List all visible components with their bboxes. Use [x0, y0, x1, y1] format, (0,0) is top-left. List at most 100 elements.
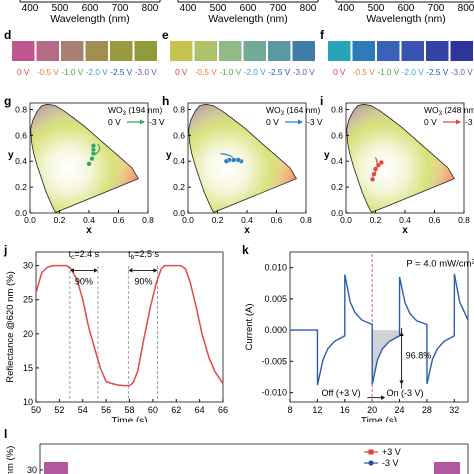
percent-label: 90%	[135, 277, 153, 287]
voltage-from: 0 V	[108, 117, 121, 127]
x-tick-label: 32	[449, 405, 459, 415]
swatch-rows: d0 V -0.5 V -1.0 V -2.0 V -2.5 V -3.0 Ve0 V -0…	[4, 28, 473, 77]
y-tick-label: 10	[23, 397, 33, 407]
cie-panels: g 0.0 0.2 0.4 0.6 0.8 0.0 0.2 0.4 0.6 0.8 x y WO3 (19…	[4, 95, 474, 235]
panel-letter: i	[320, 95, 323, 108]
y-axis-label: y	[8, 150, 14, 161]
bleaching-time: tb=2.5 s	[128, 249, 159, 261]
bleaching-arrow-head	[128, 268, 133, 273]
tick-label: 400	[22, 3, 39, 14]
y-tick-label: 0.6	[15, 130, 27, 140]
y-tick-label: -0.010	[261, 388, 287, 398]
y-tick-label: 25	[23, 295, 33, 305]
color-swatch	[434, 462, 460, 474]
y-tick-label: 0.0	[331, 208, 343, 218]
color-swatch	[12, 41, 35, 61]
swatch-voltage-label: -2.0 V	[402, 68, 424, 77]
color-swatch	[426, 41, 449, 61]
y-tick-label: 0.2	[15, 182, 27, 192]
color-swatch	[85, 41, 108, 61]
swatch-voltage-label: -3.0 V	[293, 68, 315, 77]
legend-label: -3 V	[382, 458, 399, 468]
y-tick-label: 0.6	[331, 130, 343, 140]
tick-label: 400	[338, 3, 355, 14]
y-tick-label: 15	[23, 363, 33, 373]
current-curve	[290, 273, 469, 386]
tick-label: 800	[142, 3, 159, 14]
swatch-voltage-label: -1.0 V	[377, 68, 399, 77]
swatch-voltage-label: 0 V	[175, 68, 188, 77]
charge-area	[372, 330, 400, 385]
x-tick-label: 58	[124, 405, 134, 415]
x-tick-label: 62	[171, 405, 181, 415]
chromaticity-point	[223, 158, 229, 164]
y-tick-label: 0.000	[264, 325, 287, 335]
y-axis-label: Reflectance @620 nm (%)	[5, 271, 16, 383]
coloring-arrow-head	[69, 268, 74, 273]
voltage-from: 0 V	[424, 117, 437, 127]
color-swatch	[450, 41, 473, 61]
percent-label: 90%	[75, 277, 93, 287]
voltage-to: -3 V	[149, 117, 165, 127]
panel-letter: e	[162, 28, 169, 42]
x-tick-label: 0.2	[370, 215, 382, 225]
color-swatch	[61, 41, 84, 61]
off-label: Off (+3 V)	[321, 388, 360, 398]
x-axis-label: x	[402, 225, 408, 235]
chromaticity-point	[231, 157, 237, 163]
coloring-arrow-head	[93, 268, 98, 273]
color-swatch	[401, 41, 424, 61]
chromaticity-point	[86, 161, 92, 167]
y-tick-label: 0.4	[331, 156, 343, 166]
y-tick-label: 0.0	[173, 208, 185, 218]
panel-letter: k	[242, 243, 249, 257]
x-tick-label: 0.0	[24, 215, 36, 225]
tick-label: 700	[112, 3, 129, 14]
legend-arrowhead	[298, 119, 303, 125]
tick-label: 800	[300, 3, 317, 14]
swatch-voltage-label: -3.0 V	[451, 68, 473, 77]
color-swatch	[170, 41, 193, 61]
tick-label: 600	[82, 3, 99, 14]
y-axis-label: y	[166, 150, 172, 161]
y-tick-label: -0.005	[261, 356, 287, 366]
x-axis-label: Time (s)	[111, 416, 147, 422]
tick-label: 400	[180, 3, 197, 14]
x-axis-label: x	[244, 225, 250, 235]
voltage-from: 0 V	[266, 117, 279, 127]
percent-label: 96.8%	[406, 350, 432, 360]
color-swatch	[110, 41, 133, 61]
y-axis-label: y	[324, 150, 330, 161]
swatch-voltage-label: -0.5 V	[37, 68, 59, 77]
trend-arrow	[220, 152, 233, 158]
tick-label: 800	[458, 3, 474, 14]
x-tick-label: 20	[367, 405, 377, 415]
swatch-voltage-label: -2.5 V	[268, 68, 290, 77]
voltage-to: -3 V	[307, 117, 323, 127]
cie-gamut-white	[188, 103, 297, 213]
x-tick-label: 50	[31, 405, 41, 415]
color-swatch	[377, 41, 400, 61]
y-tick-label: 0.8	[331, 104, 343, 114]
x-tick-label: 24	[395, 405, 405, 415]
panel-letter: f	[320, 28, 325, 42]
bleaching-arrow-head	[153, 268, 158, 273]
tick-label: 600	[240, 3, 257, 14]
axis-label: Wavelength (nm)	[50, 13, 130, 24]
swatch-voltage-label: 0 V	[333, 68, 346, 77]
swatch-voltage-label: -1.0 V	[219, 68, 241, 77]
swatch-voltage-label: -2.0 V	[244, 68, 266, 77]
tick-label: 500	[210, 3, 227, 14]
tick-label: 700	[270, 3, 287, 14]
color-swatch	[36, 41, 59, 61]
y-tick-label: 0.4	[15, 156, 27, 166]
x-tick-label: 0.6	[271, 215, 283, 225]
swatch-voltage-label: -3.0 V	[135, 68, 157, 77]
legend-label: +3 V	[382, 447, 401, 457]
film-label: WO3 (164 nm)	[266, 105, 321, 117]
panel-letter: j	[3, 243, 7, 257]
percent-arrow-head	[399, 380, 404, 385]
x-tick-label: 8	[287, 405, 292, 415]
state-arrow-head	[381, 395, 386, 400]
chromaticity-point	[369, 176, 376, 182]
